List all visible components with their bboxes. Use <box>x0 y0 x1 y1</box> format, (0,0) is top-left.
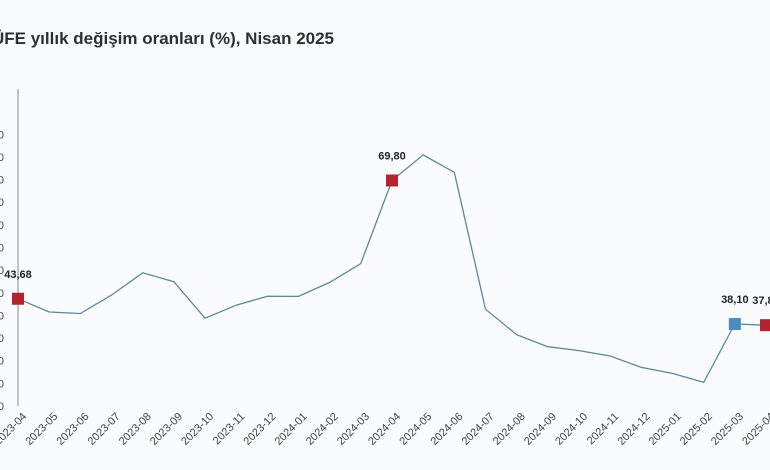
y-tick-label: 0 <box>0 310 4 322</box>
y-tick-label: 0 <box>0 401 4 413</box>
data-point-marker <box>760 319 770 332</box>
markers <box>12 174 770 332</box>
x-tick-label: 2024-11 <box>585 411 621 447</box>
x-tick-label: 2024-03 <box>335 411 372 448</box>
data-label: 38,10 <box>721 294 749 306</box>
data-point-marker <box>12 292 24 305</box>
y-tick-label: 0 <box>0 129 4 141</box>
y-tick-label: 0 <box>0 197 4 209</box>
x-tick-label: 2023-07 <box>86 411 123 448</box>
chart-title: ÜFE yıllık değişim oranları (%), Nisan 2… <box>0 29 335 48</box>
y-tick-label: 0 <box>0 220 4 232</box>
x-tick-label: 2024-10 <box>553 411 590 448</box>
x-tick-label: 2025-04 <box>740 411 770 448</box>
x-tick-label: 2023-09 <box>148 411 185 448</box>
data-point-marker <box>386 174 398 187</box>
x-tick-label: 2023-04 <box>0 411 29 448</box>
x-tick-label: 2024-01 <box>273 411 310 448</box>
x-tick-label: 2024-09 <box>522 411 559 448</box>
y-tick-label: 0 <box>0 333 4 345</box>
x-tick-label: 2024-07 <box>460 411 497 448</box>
y-tick-label: 0 <box>0 378 4 390</box>
x-axis: 2023-042023-052023-062023-072023-082023-… <box>0 411 770 448</box>
x-tick-label: 2023-05 <box>23 411 60 448</box>
data-label: 69,80 <box>378 150 406 162</box>
x-tick-label: 2024-05 <box>397 411 434 448</box>
x-tick-label: 2023-12 <box>242 411 279 448</box>
y-tick-label: 0 <box>0 288 4 300</box>
x-tick-label: 2023-08 <box>117 411 154 448</box>
x-tick-label: 2023-11 <box>211 411 247 447</box>
x-tick-label: 2024-02 <box>304 411 341 448</box>
x-tick-label: 2024-06 <box>429 411 466 448</box>
x-tick-label: 2025-01 <box>647 411 684 448</box>
y-tick-label: 0 <box>0 265 4 277</box>
data-point-marker <box>728 318 741 331</box>
y-tick-label: 0 <box>0 175 4 187</box>
y-tick-label: 0 <box>0 152 4 164</box>
x-tick-label: 2023-10 <box>179 411 216 448</box>
data-label: 37,85 <box>752 295 770 307</box>
series-line <box>17 154 767 384</box>
series <box>17 154 767 384</box>
x-tick-label: 2024-08 <box>491 411 528 448</box>
y-tick-label: 0 <box>0 356 4 368</box>
x-tick-label: 2024-04 <box>366 411 403 448</box>
x-tick-label: 2025-02 <box>678 411 715 448</box>
x-tick-label: 2025-03 <box>709 411 746 448</box>
y-axis: 0 0 0 0 0 0 0 0 0 0 0 0 0 <box>0 89 19 413</box>
y-tick-label: 0 <box>0 243 4 255</box>
x-tick-label: 2024-12 <box>616 411 653 448</box>
data-label: 43,68 <box>4 269 32 281</box>
x-tick-label: 2023-06 <box>55 411 92 448</box>
